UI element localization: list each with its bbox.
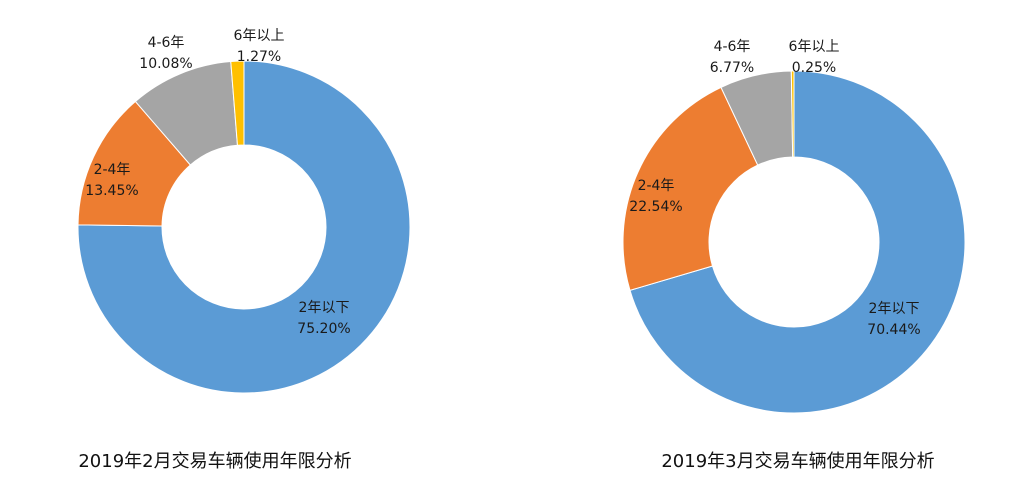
donut-slice-mar-2-4y: [622, 86, 759, 291]
label-mar-2y-name: 2年以下: [869, 301, 920, 317]
label-feb-4-6y-value: 10.08%: [139, 56, 192, 72]
slices-feb: [77, 60, 411, 394]
label-mar-2y-value: 70.44%: [867, 322, 920, 338]
label-feb-2-4y-value: 13.45%: [85, 183, 138, 199]
chart-title-feb: 2019年2月交易车辆使用年限分析: [78, 451, 351, 472]
chart-title-mar: 2019年3月交易车辆使用年限分析: [661, 451, 934, 472]
donut-slice-mar-2y-under: [629, 70, 966, 414]
slices-mar: [622, 70, 966, 414]
donut-chart-feb: 2年以下 75.20% 2-4年 13.45% 4-6年 10.08% 6年以上…: [77, 28, 411, 472]
label-mar-2-4y-name: 2-4年: [638, 178, 675, 194]
donut-slice-feb-6y-over: [230, 60, 245, 146]
donut-chart-mar: 2年以下 70.44% 2-4年 22.54% 4-6年 6.77% 6年以上 …: [622, 39, 966, 472]
label-mar-4-6y-value: 6.77%: [710, 60, 754, 76]
label-feb-6y-value: 1.27%: [237, 49, 281, 65]
label-feb-2y-name: 2年以下: [299, 300, 350, 316]
donut-slice-mar-6y-over: [790, 70, 795, 158]
label-mar-4-6y-name: 4-6年: [714, 39, 751, 55]
label-feb-6y-name: 6年以上: [234, 28, 285, 44]
donut-slice-feb-2y-under: [77, 60, 411, 394]
label-mar-6y-value: 0.25%: [792, 60, 836, 76]
label-feb-4-6y-name: 4-6年: [148, 35, 185, 51]
label-feb-2y-value: 75.20%: [297, 321, 350, 337]
label-mar-6y-name: 6年以上: [789, 39, 840, 55]
label-feb-2-4y-name: 2-4年: [94, 162, 131, 178]
label-mar-2-4y-value: 22.54%: [629, 199, 682, 215]
